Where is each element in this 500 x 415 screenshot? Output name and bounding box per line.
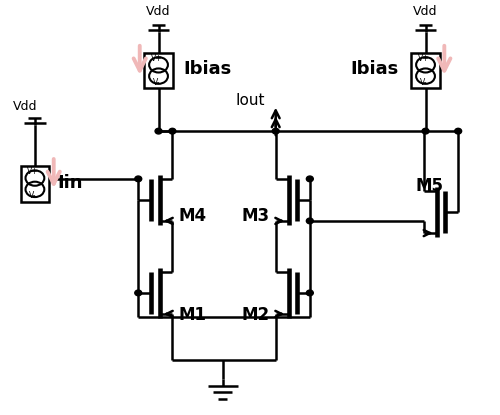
Circle shape (422, 128, 429, 134)
Circle shape (155, 128, 162, 134)
Circle shape (135, 176, 141, 182)
Text: Iin: Iin (57, 173, 82, 191)
Text: V+: V+ (418, 54, 430, 63)
Text: V-: V- (153, 78, 160, 87)
Text: M2: M2 (242, 306, 270, 324)
Circle shape (454, 128, 462, 134)
Text: M3: M3 (242, 207, 270, 225)
Text: Ibias: Ibias (350, 60, 399, 78)
Text: V+: V+ (27, 168, 39, 176)
Circle shape (306, 218, 314, 224)
Bar (20, 166, 50, 202)
Circle shape (135, 290, 141, 296)
Circle shape (272, 128, 279, 134)
Text: Vdd: Vdd (12, 100, 37, 113)
Text: Ibias: Ibias (183, 60, 232, 78)
Text: V-: V- (29, 191, 36, 200)
Text: V-: V- (420, 78, 428, 87)
Bar (411, 53, 440, 88)
Text: M5: M5 (416, 177, 444, 195)
Bar (144, 53, 173, 88)
Circle shape (306, 290, 314, 296)
Text: Vdd: Vdd (146, 5, 171, 18)
Circle shape (169, 128, 176, 134)
Text: M1: M1 (178, 306, 206, 324)
Text: M4: M4 (178, 207, 206, 225)
Text: V+: V+ (150, 54, 162, 63)
Circle shape (306, 176, 314, 182)
Text: Vdd: Vdd (414, 5, 438, 18)
Text: Iout: Iout (236, 93, 265, 108)
